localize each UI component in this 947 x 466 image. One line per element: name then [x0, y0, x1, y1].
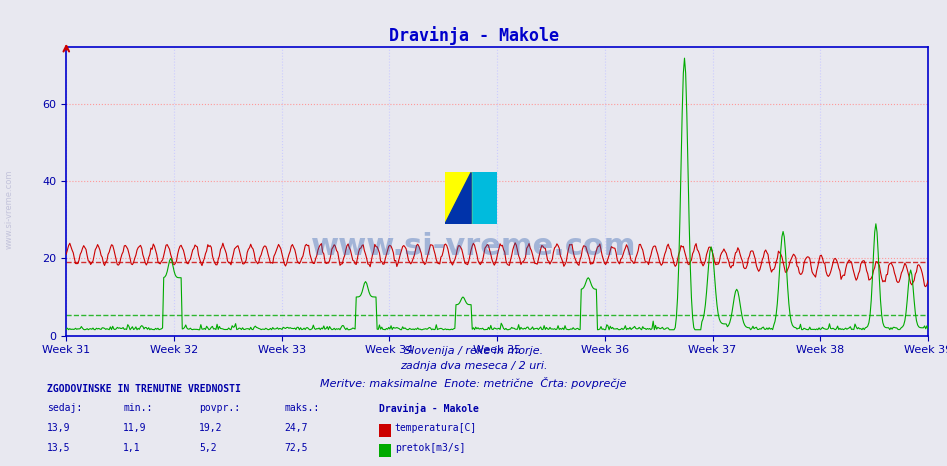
Text: 72,5: 72,5 — [284, 443, 308, 452]
Text: 19,2: 19,2 — [199, 423, 223, 432]
Text: 24,7: 24,7 — [284, 423, 308, 432]
Bar — [445, 172, 472, 224]
Text: Dravinja - Makole: Dravinja - Makole — [388, 26, 559, 45]
Text: maks.:: maks.: — [284, 403, 319, 413]
Text: www.si-vreme.com: www.si-vreme.com — [5, 170, 14, 249]
Text: 11,9: 11,9 — [123, 423, 147, 432]
Text: 13,9: 13,9 — [47, 423, 71, 432]
Text: www.si-vreme.com: www.si-vreme.com — [311, 233, 636, 261]
Text: min.:: min.: — [123, 403, 152, 413]
Text: povpr.:: povpr.: — [199, 403, 240, 413]
Text: Meritve: maksimalne  Enote: metrične  Črta: povprečje: Meritve: maksimalne Enote: metrične Črta… — [320, 377, 627, 389]
Text: sedaj:: sedaj: — [47, 403, 82, 413]
Text: temperatura[C]: temperatura[C] — [395, 423, 477, 432]
Polygon shape — [445, 172, 472, 224]
Text: 13,5: 13,5 — [47, 443, 71, 452]
Text: 5,2: 5,2 — [199, 443, 217, 452]
Text: zadnja dva meseca / 2 uri.: zadnja dva meseca / 2 uri. — [400, 361, 547, 371]
Text: ZGODOVINSKE IN TRENUTNE VREDNOSTI: ZGODOVINSKE IN TRENUTNE VREDNOSTI — [47, 384, 241, 393]
Text: pretok[m3/s]: pretok[m3/s] — [395, 443, 465, 452]
Text: Dravinja - Makole: Dravinja - Makole — [379, 403, 478, 414]
Text: Slovenija / reke in morje.: Slovenija / reke in morje. — [404, 346, 543, 356]
Text: 1,1: 1,1 — [123, 443, 141, 452]
